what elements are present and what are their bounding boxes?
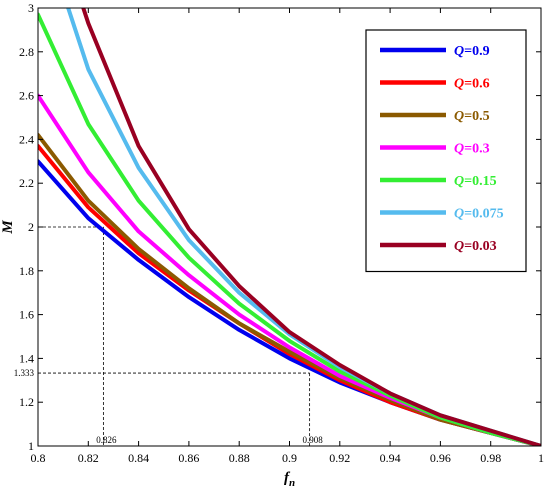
annotation-x-label: 0.826 (96, 435, 117, 445)
legend-label-value: =0.075 (464, 207, 503, 222)
legend-label: Q=0.5 (454, 109, 490, 124)
legend-label-q: Q (454, 44, 464, 59)
x-tick-label: 0.84 (128, 451, 149, 465)
y-tick-label: 2.2 (19, 176, 34, 190)
x-axis-label: fn (284, 470, 295, 489)
x-tick-label: 0.94 (380, 451, 401, 465)
x-tick-label: 0.96 (430, 451, 451, 465)
legend-label-value: =0.03 (464, 239, 496, 254)
annotation-y-label: 1.333 (14, 368, 35, 378)
x-axis-label-sub: n (289, 477, 295, 489)
series-line (81, 8, 541, 446)
legend-label: Q=0.15 (454, 174, 497, 189)
y-tick-label: 1.8 (19, 264, 34, 278)
x-tick-label: 0.88 (229, 451, 250, 465)
annotation-layer: 0.826 0.908 1.333 (14, 226, 323, 446)
legend-label: Q=0.075 (454, 207, 504, 222)
y-tick-label: 2.8 (19, 45, 34, 59)
x-tick-label: 1 (538, 451, 544, 465)
legend-box (365, 29, 527, 273)
y-tick-label: 2.6 (19, 89, 34, 103)
x-tick-label: 0.82 (78, 451, 99, 465)
x-axis-label-main: f (284, 470, 291, 486)
y-tick-label: 1.2 (19, 395, 34, 409)
legend-label: Q=0.6 (454, 77, 490, 92)
y-tick-label: 1.6 (19, 308, 34, 322)
legend-label-value: =0.15 (464, 174, 496, 189)
x-tick-label: 0.8 (31, 451, 46, 465)
x-tick-label: 0.92 (329, 451, 350, 465)
x-tick-label: 0.98 (480, 451, 501, 465)
legend-label-q: Q (454, 142, 464, 157)
legend-label-value: =0.6 (464, 77, 489, 92)
y-tick-label: 2 (28, 220, 34, 234)
legend-label-q: Q (454, 207, 464, 222)
legend-label-value: =0.3 (464, 142, 489, 157)
legend-label: Q=0.03 (454, 239, 497, 254)
y-tick-label: 3 (28, 1, 34, 15)
legend-label-value: =0.5 (464, 109, 489, 124)
x-tick-label: 0.86 (178, 451, 199, 465)
y-tick-label: 1.4 (19, 351, 34, 365)
legend-label-q: Q (454, 77, 464, 92)
series-layer (38, 8, 541, 446)
legend-label: Q=0.3 (454, 142, 490, 157)
y-axis-label: M (0, 220, 16, 235)
x-tick-label: 0.9 (282, 451, 297, 465)
legend-label-q: Q (454, 239, 464, 254)
y-tick-label: 1 (28, 439, 34, 453)
series-line (38, 12, 541, 446)
legend-label-value: =0.9 (464, 44, 489, 59)
legend-label: Q=0.9 (454, 44, 490, 59)
legend-label-q: Q (454, 174, 464, 189)
legend-label-q: Q (454, 109, 464, 124)
annotation-x-label: 0.908 (302, 435, 323, 445)
y-tick-label: 2.4 (19, 132, 34, 146)
tick-layer: 0.8 0.82 0.84 0.86 0.88 0.9 0.92 0.94 0.96 0.98 1 1… (19, 1, 544, 465)
